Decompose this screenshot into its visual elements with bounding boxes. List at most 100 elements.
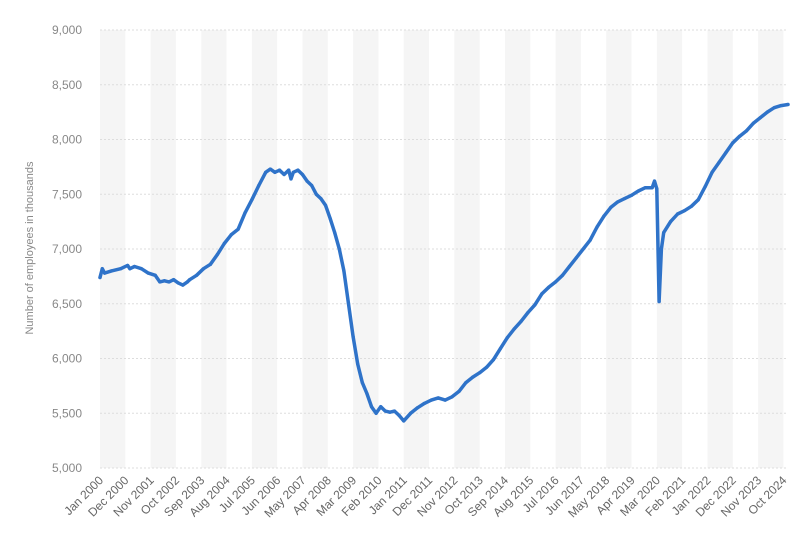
data-point: [287, 168, 291, 172]
data-point: [595, 225, 599, 229]
y-tick-label: 7,500: [52, 187, 82, 201]
data-point: [356, 362, 360, 366]
data-point: [250, 198, 254, 202]
data-point: [553, 280, 558, 284]
y-axis-label: Number of employees in thousands: [24, 161, 36, 335]
data-point: [765, 110, 769, 114]
data-point: [181, 283, 185, 287]
data-point: [208, 262, 213, 266]
data-point: [409, 411, 413, 415]
data-point: [243, 211, 247, 215]
data-point: [731, 141, 735, 145]
data-point: [257, 183, 261, 188]
data-point: [103, 271, 107, 275]
y-tick-label: 6,000: [52, 352, 82, 366]
background-band: [454, 30, 480, 468]
data-point: [153, 273, 157, 277]
data-point: [519, 319, 523, 323]
data-point: [319, 197, 323, 201]
data-point: [574, 256, 578, 260]
data-point: [333, 230, 337, 235]
data-point: [172, 278, 176, 282]
background-band: [606, 30, 632, 468]
background-band: [758, 30, 784, 468]
data-point: [744, 129, 749, 133]
data-point: [415, 406, 420, 410]
data-point: [300, 172, 305, 177]
data-point: [342, 269, 346, 273]
data-point: [162, 279, 167, 283]
data-point: [505, 336, 509, 340]
data-point: [758, 116, 762, 120]
data-point: [717, 160, 721, 165]
data-point: [222, 241, 226, 246]
data-point: [560, 273, 565, 277]
data-point: [236, 227, 240, 231]
data-point: [724, 151, 728, 155]
data-point: [289, 177, 293, 181]
data-point: [484, 365, 489, 369]
chart-gridlines: [100, 29, 788, 469]
data-point: [126, 263, 130, 268]
data-point: [314, 192, 318, 196]
data-point: [291, 170, 295, 174]
data-point: [616, 200, 620, 204]
data-point: [609, 205, 613, 209]
background-band: [150, 30, 176, 468]
data-point: [282, 172, 286, 177]
data-point: [602, 214, 606, 218]
data-point: [132, 264, 137, 269]
data-point: [498, 347, 502, 351]
data-point: [643, 186, 647, 190]
chart-series: [98, 102, 790, 423]
y-tick-label: 8,000: [52, 133, 82, 147]
y-tick-label: 7,000: [52, 242, 82, 256]
data-point: [119, 267, 123, 271]
data-point: [128, 267, 132, 271]
data-point: [195, 273, 199, 277]
data-point: [772, 106, 776, 110]
data-point: [710, 170, 714, 174]
data-point: [682, 209, 687, 213]
data-point: [450, 395, 454, 399]
data-point: [436, 396, 440, 400]
data-point: [491, 357, 496, 362]
data-point: [779, 103, 783, 108]
y-tick-label: 5,500: [52, 406, 82, 420]
data-point: [662, 230, 666, 235]
data-point: [588, 238, 592, 242]
data-point: [388, 410, 392, 414]
data-point: [139, 267, 144, 271]
data-point: [751, 121, 756, 125]
data-point: [296, 168, 300, 172]
data-point: [457, 389, 461, 393]
data-point: [636, 189, 641, 193]
series-line: [98, 102, 790, 423]
data-point: [310, 183, 314, 188]
y-tick-label: 9,000: [52, 23, 82, 37]
data-point: [277, 168, 282, 172]
data-point: [738, 134, 742, 138]
data-point: [478, 371, 482, 375]
data-point: [360, 380, 364, 385]
data-point: [98, 275, 102, 280]
data-point: [328, 216, 332, 220]
data-point: [201, 267, 206, 271]
data-point: [669, 220, 673, 224]
data-point: [397, 413, 401, 418]
data-point: [379, 405, 383, 409]
data-point: [623, 197, 627, 201]
data-point: [273, 170, 277, 174]
data-point: [374, 411, 378, 415]
data-point: [689, 204, 693, 208]
y-axis: 5,000 5,500 6,000 6,500 7,000 7,500 8,000 8,500…: [52, 23, 82, 475]
data-point: [392, 409, 397, 413]
data-point: [146, 271, 150, 275]
data-point: [402, 419, 406, 423]
data-point: [526, 310, 530, 315]
data-point: [547, 285, 551, 289]
data-point: [383, 409, 387, 413]
data-point: [264, 170, 268, 174]
